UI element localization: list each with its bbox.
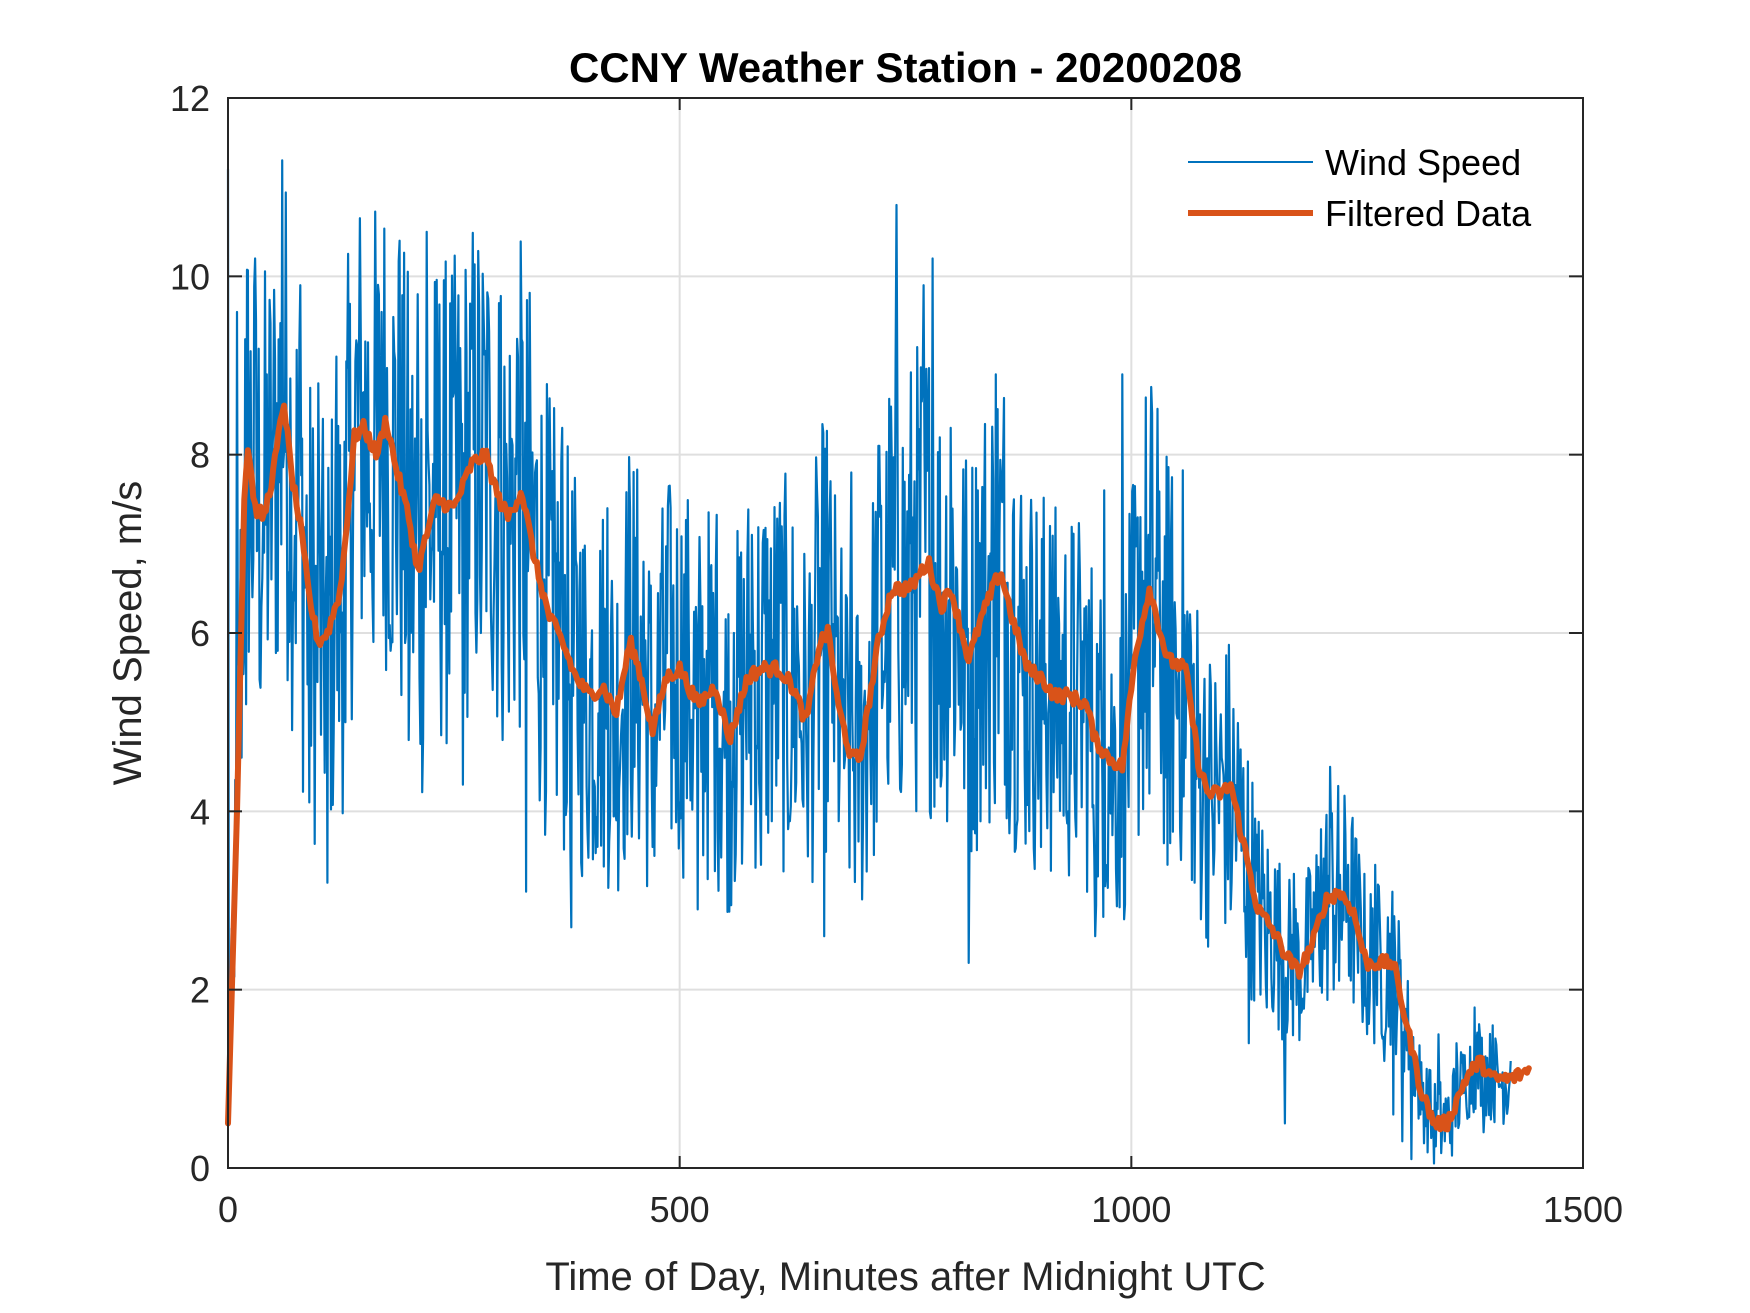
legend-label-wind-speed: Wind Speed [1325,142,1521,183]
y-tick-label: 12 [170,78,210,119]
y-tick-label: 6 [190,613,210,654]
x-tick-label: 0 [218,1189,238,1230]
tick-labels: 0 500 1000 1500 0 2 4 6 8 10 12 [170,78,1623,1230]
legend-label-filtered-data: Filtered Data [1325,193,1532,234]
x-tick-label: 500 [650,1189,710,1230]
series-layer [225,159,1532,1165]
series-filtered-data-line [225,402,1532,1133]
y-tick-label: 8 [190,435,210,476]
x-tick-label: 1500 [1543,1189,1623,1230]
y-tick-label: 2 [190,970,210,1011]
y-tick-label: 0 [190,1148,210,1189]
legend: Wind Speed Filtered Data [1188,142,1532,234]
y-axis-label: Wind Speed, m/s [106,481,150,786]
y-tick-label: 10 [170,256,210,297]
y-tick-label: 4 [190,791,210,832]
x-tick-label: 1000 [1091,1189,1171,1230]
ticks [227,97,1584,1169]
x-axis-label: Time of Day, Minutes after Midnight UTC [545,1255,1265,1299]
chart-title: CCNY Weather Station - 20200208 [569,44,1242,91]
